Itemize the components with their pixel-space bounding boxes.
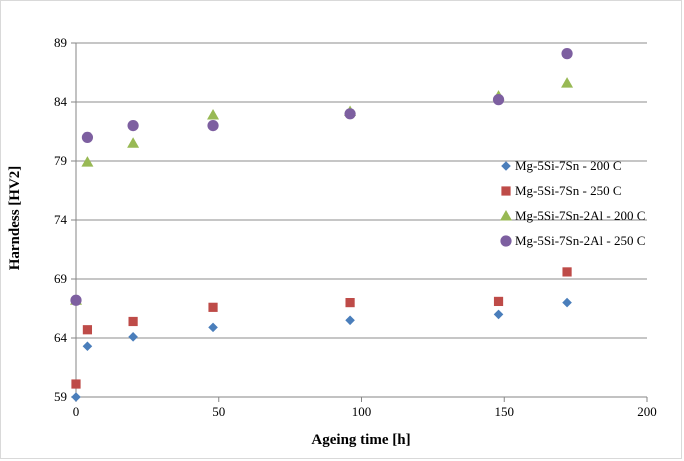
- legend-item: Mg-5Si-7Sn-2Al - 250 C: [500, 233, 645, 248]
- gridlines: [76, 42, 647, 339]
- data-point: [493, 309, 504, 320]
- x-tick-label: 200: [637, 404, 657, 419]
- y-tick-label: 74: [54, 212, 68, 227]
- y-tick-label: 89: [54, 35, 67, 50]
- x-tick-labels: 0 50 100 150 200: [73, 404, 657, 419]
- legend-marker: [500, 235, 512, 247]
- legend: Mg-5Si-7Sn - 200 C Mg-5Si-7Sn - 250 C Mg-5…: [500, 158, 645, 248]
- legend-item: Mg-5Si-7Sn - 200 C: [501, 158, 622, 173]
- data-point: [127, 120, 139, 132]
- data-point: [70, 294, 82, 306]
- legend-label: Mg-5Si-7Sn-2Al - 250 C: [515, 233, 645, 248]
- y-tick-label: 79: [54, 153, 67, 168]
- data-point: [81, 131, 94, 143]
- data-point: [71, 392, 81, 402]
- data-point: [561, 48, 573, 60]
- data-point: [208, 322, 218, 333]
- legend-marker: [500, 210, 512, 221]
- series-4: [70, 48, 573, 306]
- data-point: [345, 315, 355, 326]
- x-axis-title: Ageing time [h]: [311, 432, 410, 448]
- data-point: [71, 379, 81, 389]
- legend-marker: [501, 186, 511, 196]
- y-tick-label: 64: [54, 330, 68, 345]
- data-point: [82, 325, 93, 335]
- legend-label: Mg-5Si-7Sn-2Al - 200 C: [515, 208, 645, 223]
- data-point: [207, 120, 219, 132]
- y-tick-labels: 59 64 69 74 79 84 89: [54, 35, 68, 404]
- series-1: [71, 297, 572, 402]
- legend-item: Mg-5Si-7Sn-2Al - 200 C: [500, 208, 645, 223]
- x-tick-label: 50: [212, 404, 225, 419]
- data-point: [492, 94, 505, 106]
- y-tick-label: 59: [54, 389, 67, 404]
- x-tick-label: 0: [73, 404, 80, 419]
- legend-marker: [501, 161, 511, 171]
- legend-item: Mg-5Si-7Sn - 250 C: [501, 183, 622, 198]
- data-point: [127, 137, 140, 148]
- data-point: [208, 302, 218, 312]
- data-point: [82, 341, 93, 352]
- data-points: [70, 48, 574, 402]
- series-2: [71, 267, 572, 389]
- x-tick-label: 150: [495, 404, 515, 419]
- series-3: [70, 77, 574, 305]
- legend-label: Mg-5Si-7Sn - 200 C: [515, 158, 622, 173]
- y-tick-label: 69: [54, 271, 67, 286]
- data-point: [81, 156, 94, 167]
- data-point: [128, 332, 138, 342]
- data-point: [561, 77, 574, 88]
- data-point: [562, 297, 572, 308]
- data-point: [493, 296, 504, 307]
- data-point: [344, 108, 356, 120]
- data-point: [345, 298, 355, 308]
- y-tick-label: 84: [54, 94, 68, 109]
- x-tick-label: 100: [352, 404, 372, 419]
- y-axis-title: Harndess [HV2]: [7, 166, 23, 271]
- data-point: [128, 316, 138, 327]
- data-point: [562, 267, 572, 277]
- data-point: [207, 108, 220, 120]
- legend-label: Mg-5Si-7Sn - 250 C: [515, 183, 622, 198]
